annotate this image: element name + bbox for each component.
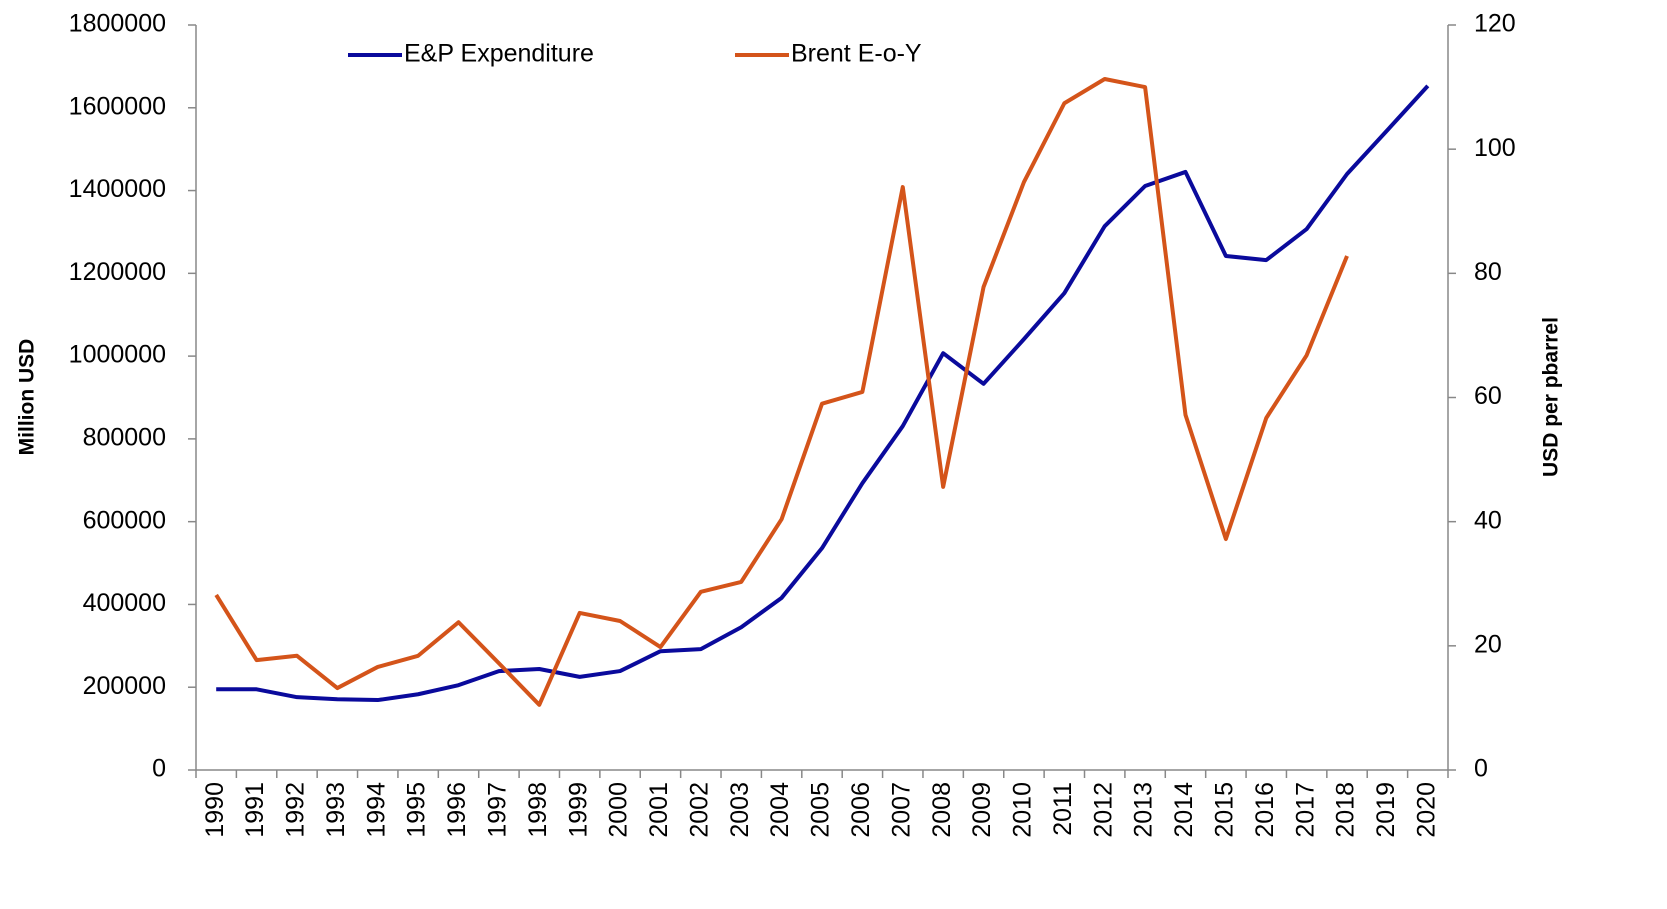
x-tick-label: 1999 bbox=[564, 782, 592, 838]
x-tick-label: 2016 bbox=[1251, 782, 1279, 838]
x-tick-label: 2008 bbox=[928, 782, 956, 838]
x-tick-label: 2009 bbox=[968, 782, 996, 838]
y2-tick-label: 0 bbox=[1474, 755, 1488, 783]
x-tick-label: 2000 bbox=[605, 782, 633, 838]
y-tick-label: 1200000 bbox=[69, 258, 166, 286]
x-tick-label: 2003 bbox=[726, 782, 754, 838]
x-tick-label: 1996 bbox=[443, 782, 471, 838]
x-tick-label: 2018 bbox=[1332, 782, 1360, 838]
legend-label: E&P Expenditure bbox=[404, 40, 594, 68]
x-tick-label: 2011 bbox=[1049, 782, 1077, 836]
y2-tick-label: 120 bbox=[1474, 10, 1516, 38]
x-tick-label: 1995 bbox=[403, 782, 431, 838]
x-tick-label: 2017 bbox=[1291, 782, 1319, 838]
y2-axis-label: USD per pbarrel bbox=[1540, 317, 1563, 477]
x-tick-label: 2006 bbox=[847, 782, 875, 838]
x-tick-label: 2005 bbox=[807, 782, 835, 838]
x-tick-label: 2010 bbox=[1009, 782, 1037, 838]
x-tick-label: 2001 bbox=[645, 782, 673, 838]
y2-tick-label: 80 bbox=[1474, 258, 1502, 286]
series-line bbox=[216, 84, 1430, 703]
x-tick-label: 1997 bbox=[484, 782, 512, 838]
y2-tick-label: 40 bbox=[1474, 506, 1502, 534]
x-tick-label: 2007 bbox=[887, 782, 915, 838]
x-tick-label: 2002 bbox=[685, 782, 713, 838]
y-axis-label: Million USD bbox=[16, 339, 39, 456]
x-tick-label: 2014 bbox=[1170, 782, 1198, 838]
y-tick-label: 1600000 bbox=[69, 92, 166, 120]
x-tick-label: 1998 bbox=[524, 782, 552, 838]
y-tick-label: 0 bbox=[152, 755, 166, 783]
x-tick-label: 1990 bbox=[201, 782, 229, 838]
series-line bbox=[214, 77, 1349, 707]
y-tick-label: 1000000 bbox=[69, 341, 166, 369]
legend-label: Brent E-o-Y bbox=[791, 40, 922, 68]
x-tick-label: 2020 bbox=[1412, 782, 1440, 838]
x-tick-label: 1991 bbox=[241, 782, 269, 838]
y-tick-label: 800000 bbox=[83, 423, 166, 451]
x-tick-label: 2004 bbox=[766, 782, 794, 838]
y2-tick-label: 20 bbox=[1474, 630, 1502, 658]
x-tick-label: 2019 bbox=[1372, 782, 1400, 838]
x-tick-label: 1993 bbox=[322, 782, 350, 838]
x-tick-label: 2012 bbox=[1089, 782, 1117, 838]
y-tick-label: 1800000 bbox=[69, 10, 166, 38]
y-tick-label: 600000 bbox=[83, 506, 166, 534]
x-tick-label: 1992 bbox=[282, 782, 310, 838]
y-tick-label: 200000 bbox=[83, 672, 166, 700]
y-tick-label: 1400000 bbox=[69, 175, 166, 203]
y2-tick-label: 60 bbox=[1474, 382, 1502, 410]
x-tick-label: 2015 bbox=[1210, 782, 1238, 838]
x-tick-label: 2013 bbox=[1130, 782, 1158, 838]
x-tick-label: 1994 bbox=[362, 782, 390, 838]
y-tick-label: 400000 bbox=[83, 589, 166, 617]
y2-tick-label: 100 bbox=[1474, 134, 1516, 162]
